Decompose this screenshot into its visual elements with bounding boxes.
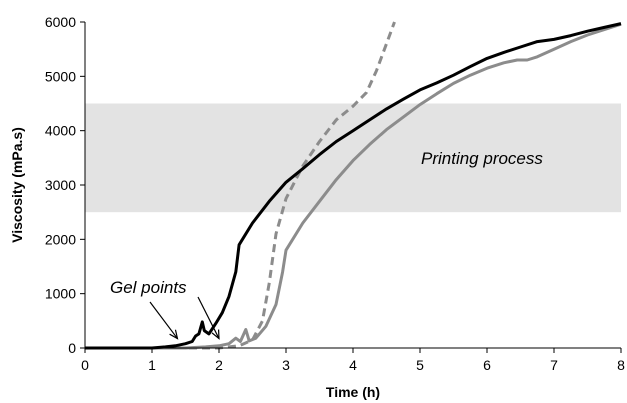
x-axis-title: Time (h) xyxy=(326,384,380,400)
x-tick-label: 6 xyxy=(483,357,491,373)
gel-point-arrowhead xyxy=(211,329,220,340)
y-tick-label: 1000 xyxy=(45,286,76,302)
y-tick-label: 0 xyxy=(68,340,76,356)
y-tick-label: 4000 xyxy=(45,123,76,139)
x-tick-label: 4 xyxy=(349,357,357,373)
gel-point-arrow xyxy=(197,296,220,339)
gel-points-annotation: Gel points xyxy=(110,278,220,340)
series-layer xyxy=(85,21,622,350)
x-tick-label: 5 xyxy=(416,357,424,373)
gel-points-label: Gel points xyxy=(110,278,187,297)
ticks: 0 1 2 3 4 5 6 7 8 0 1000 2000 3000 4000 5000 6000 xyxy=(45,14,625,373)
x-tick-label: 2 xyxy=(215,357,223,373)
x-tick-label: 8 xyxy=(617,357,625,373)
gel-point-arrowhead xyxy=(169,329,179,340)
y-tick-label: 3000 xyxy=(45,177,76,193)
printing-process-label: Printing process xyxy=(421,149,543,168)
series-line-3 xyxy=(85,21,396,350)
y-tick-label: 2000 xyxy=(45,231,76,247)
printing-process-band xyxy=(85,103,621,213)
y-axis-title: Viscosity (mPa.s) xyxy=(9,127,25,243)
series-line-2 xyxy=(85,22,622,350)
series-line-1 xyxy=(85,22,622,350)
y-tick-label: 6000 xyxy=(45,14,76,30)
x-tick-label: 1 xyxy=(148,357,156,373)
x-tick-label: 3 xyxy=(282,357,290,373)
x-tick-label: 7 xyxy=(550,357,558,373)
y-tick-label: 5000 xyxy=(45,68,76,84)
x-tick-label: 0 xyxy=(81,357,89,373)
gel-point-arrow xyxy=(149,301,178,339)
